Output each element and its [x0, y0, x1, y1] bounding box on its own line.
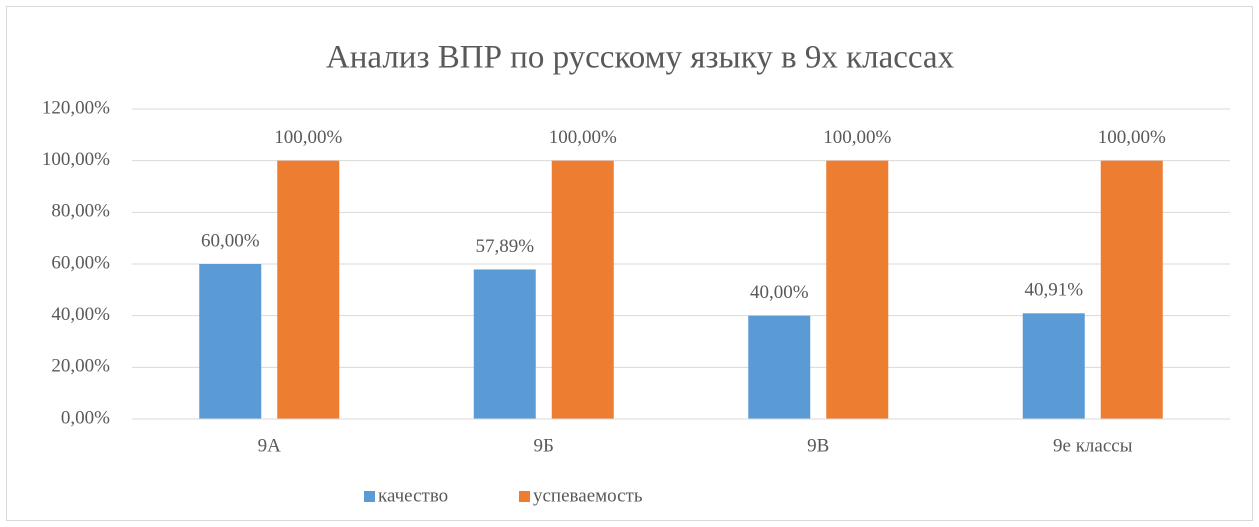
data-label: 100,00%: [1098, 127, 1166, 148]
y-tick-label: 60,00%: [51, 252, 110, 273]
bar: [826, 160, 889, 419]
data-label: 40,91%: [1024, 280, 1083, 301]
y-tick-label: 80,00%: [51, 201, 110, 222]
bar: [1100, 160, 1163, 419]
x-tick-label: 9е классы: [1053, 435, 1133, 456]
y-tick-label: 20,00%: [51, 356, 110, 377]
data-label: 100,00%: [823, 127, 891, 148]
y-tick-label: 40,00%: [51, 304, 110, 325]
y-tick-label: 0,00%: [61, 407, 110, 428]
x-tick-label: 9В: [807, 435, 829, 456]
bar: [748, 315, 811, 419]
y-tick-label: 100,00%: [42, 149, 110, 170]
bar: [551, 160, 614, 419]
data-label: 100,00%: [274, 127, 342, 148]
legend-swatch: [364, 491, 375, 502]
data-label: 60,00%: [201, 230, 260, 251]
bar: [277, 160, 340, 419]
bar: [1022, 313, 1085, 419]
x-tick-label: 9А: [258, 435, 282, 456]
legend-swatch: [519, 491, 530, 502]
bar: [473, 269, 536, 419]
chart-title: Анализ ВПР по русскому языку в 9х класса…: [326, 40, 955, 76]
y-tick-label: 120,00%: [42, 97, 110, 118]
bar: [199, 264, 262, 419]
legend-label: успеваемость: [533, 485, 643, 506]
x-tick-label: 9Б: [534, 435, 554, 456]
data-label: 100,00%: [549, 127, 617, 148]
data-label: 57,89%: [475, 236, 534, 257]
legend-label: качество: [378, 485, 448, 506]
data-label: 40,00%: [750, 282, 809, 303]
